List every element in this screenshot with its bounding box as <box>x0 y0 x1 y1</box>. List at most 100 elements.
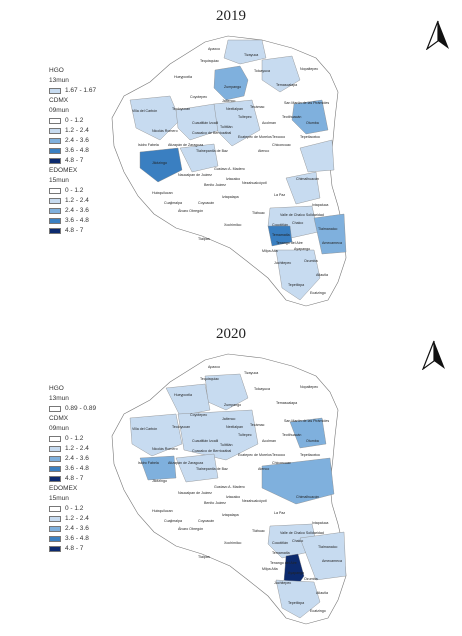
place-label: Nezahualcóyotl <box>242 499 267 503</box>
legend-class: 4.8 - 7 <box>49 544 159 554</box>
legend-class: 0 - 1.2 <box>49 504 159 514</box>
place-label: Tlalnepantla de Baz <box>196 149 228 153</box>
place-label: San Martín de las Pirámides <box>284 101 329 105</box>
legend-class-label: 2.4 - 3.6 <box>65 525 89 532</box>
legend-hgo-title: HGO <box>49 385 64 392</box>
place-label: San Martín de las Pirámides <box>284 419 329 423</box>
place-label: Apaxco <box>208 47 220 51</box>
map-panel-2020: 2020 Apaxco Tequixquiac Hueypoxtla Zumpa… <box>0 318 462 636</box>
place-label: Amecameca <box>322 241 342 245</box>
place-label: Chalco <box>292 221 303 225</box>
legend-cdmx-sub: 09mun <box>49 107 69 114</box>
place-label: Nicolás Romero <box>152 447 178 451</box>
place-label: Xochimilco <box>224 223 241 227</box>
otumba-area <box>289 417 327 449</box>
place-label: Nopaltepec <box>300 385 318 389</box>
legend-class-label: 0 - 1.2 <box>65 117 84 124</box>
legend-class-label: 0 - 1.2 <box>65 435 84 442</box>
place-label: Ayapango <box>294 247 310 251</box>
legend-edomex-sub: 15mun <box>49 177 69 184</box>
place-label: Gustavo A. Madero <box>214 167 245 171</box>
legend-class-label: 3.6 - 4.8 <box>65 465 89 472</box>
place-label: Naucalpan de Juárez <box>178 173 212 177</box>
place-label: Ozumba <box>304 259 318 263</box>
place-label: Tlalmanalco <box>318 227 337 231</box>
place-label: Iztapalapa <box>222 513 239 517</box>
legend-swatch <box>49 516 61 522</box>
legend-class-label: 4.8 - 7 <box>65 475 84 482</box>
legend-class: 2.4 - 3.6 <box>49 454 159 464</box>
place-label: Tenango del Aire <box>270 561 297 565</box>
temamatla-area <box>267 225 293 247</box>
place-label: Coyotepec <box>190 413 207 417</box>
place-label: Teoloyucan <box>172 425 190 429</box>
place-label: Atizapán de Zaragoza <box>168 143 203 147</box>
legend-swatch <box>49 456 61 462</box>
legend-swatch <box>49 476 61 482</box>
place-label: Otumba <box>306 439 319 443</box>
legend-class: 0 - 1.2 <box>49 116 159 126</box>
choropleth-map: Apaxco Tequixquiac Hueypoxtla Zumpango T… <box>111 353 347 625</box>
north-arrow-icon <box>421 340 445 370</box>
legend-class: 1.67 - 1.67 <box>49 86 159 96</box>
north-arrow-icon <box>425 20 449 50</box>
place-label: Tláhuac <box>252 211 265 215</box>
place-label: Tecámac <box>250 105 265 109</box>
legend-cdmx-title: CDMX <box>49 97 69 104</box>
legend-class: 0 - 1.2 <box>49 434 159 444</box>
center-area <box>177 409 259 461</box>
place-label: Texcoco <box>272 453 285 457</box>
izcalli-area <box>175 103 221 141</box>
place-label: Ecatepec de Morelos <box>238 135 272 139</box>
place-label: Nezahualcóyotl <box>242 181 267 185</box>
legend-class: 1.2 - 2.4 <box>49 514 159 524</box>
place-label: Coacalco de Berriozábal <box>192 131 231 135</box>
municipality-labels: Apaxco Tequixquiac Hueypoxtla Zumpango T… <box>132 365 342 613</box>
legend-swatch <box>49 436 61 442</box>
legend-class: 2.4 - 3.6 <box>49 524 159 534</box>
north-area <box>223 39 267 65</box>
place-label: Temamatla <box>272 551 290 555</box>
legend-class-label: 3.6 - 4.8 <box>65 147 89 154</box>
place-label: Acolman <box>262 121 276 125</box>
place-label: Tepetlixpa <box>288 601 304 605</box>
legend-class-label: 1.2 - 2.4 <box>65 445 89 452</box>
place-label: Cuajimalpa <box>164 519 182 523</box>
place-label: Nopaltepec <box>300 67 318 71</box>
map-year-title: 2019 <box>216 8 246 24</box>
legend-class-label: 1.2 - 2.4 <box>65 515 89 522</box>
legend-hgo-sub: 13mun <box>49 395 69 402</box>
legend-class-label: 0 - 1.2 <box>65 505 84 512</box>
legend-class-label: 1.2 - 2.4 <box>65 197 89 204</box>
place-label: Jaltenco <box>222 417 235 421</box>
place-label: Álvaro Obregón <box>178 527 203 531</box>
place-label: Tultitlán <box>220 125 232 129</box>
place-label: Tecámac <box>250 423 265 427</box>
tlalnepantla-area <box>175 453 219 483</box>
nw-area <box>129 95 181 141</box>
place-label: Xochimilco <box>224 541 241 545</box>
place-label: Cocotitlán <box>272 223 288 227</box>
legend-class: 1.2 - 2.4 <box>49 196 159 206</box>
center-area <box>213 99 261 147</box>
legend-swatch <box>49 446 61 452</box>
map-panel-2019: 2019 Apaxco Tequixquiac Hueypoxtla Zumpa… <box>49 8 449 307</box>
place-label: Tlalpan <box>198 555 210 559</box>
place-label: Chalco <box>292 539 303 543</box>
place-label: Benito Juárez <box>204 183 226 187</box>
place-label: Tizayuca <box>244 371 258 375</box>
legend-hgo-sub: 13mun <box>49 77 69 84</box>
chiconcuac-area <box>285 171 321 205</box>
map-year-title: 2020 <box>216 326 246 342</box>
place-label: Tlalpan <box>198 237 210 241</box>
place-label: Atlautla <box>316 273 328 277</box>
place-label: Iztapalapa <box>222 195 239 199</box>
place-label: Isidro Fabela <box>138 461 159 465</box>
place-label: Chiconcuac <box>272 143 291 147</box>
legend-swatch <box>49 406 61 412</box>
legend-class: 3.6 - 4.8 <box>49 146 159 156</box>
place-label: Tlalmanalco <box>318 545 337 549</box>
south-area <box>275 579 321 619</box>
legend-class: 4.8 - 7 <box>49 226 159 236</box>
legend-class-label: 3.6 - 4.8 <box>65 535 89 542</box>
